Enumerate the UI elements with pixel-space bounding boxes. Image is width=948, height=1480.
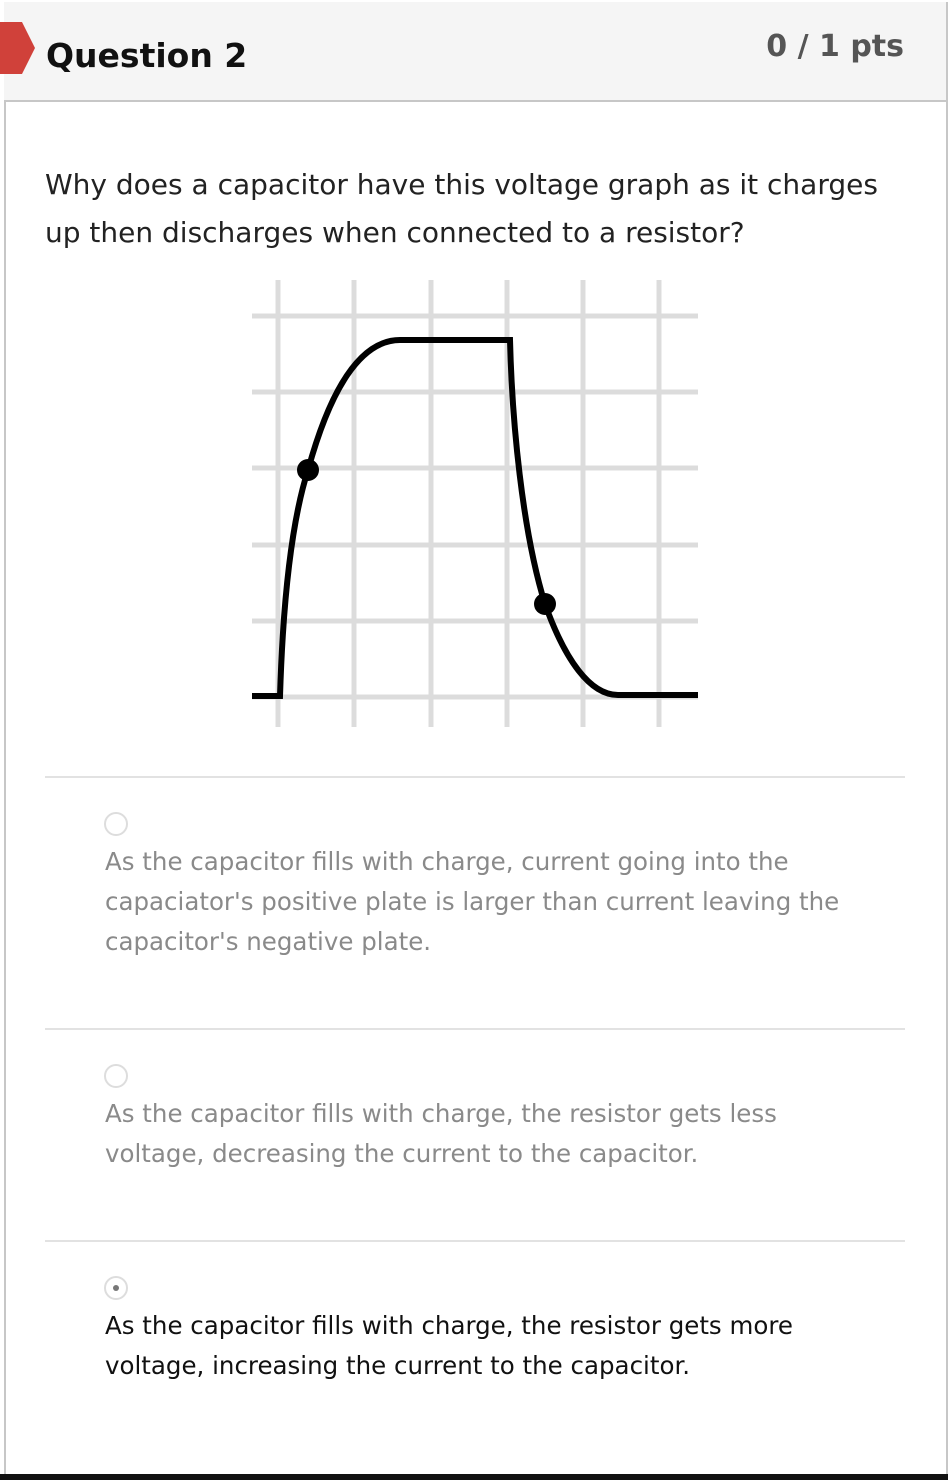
answer-text[interactable]: As the capacitor fills with charge, the … (105, 1311, 793, 1380)
voltage-graph (252, 280, 698, 727)
flag-icon (0, 22, 35, 74)
question-text: Why does a capacitor have this voltage g… (45, 168, 878, 249)
question-title: Question 2 (46, 36, 248, 75)
separator (45, 1028, 905, 1030)
question-header (4, 2, 946, 102)
bottom-bar (0, 1474, 948, 1480)
separator (45, 1240, 905, 1242)
answer-text[interactable]: As the capacitor fills with charge, the … (105, 1099, 777, 1168)
radio-button[interactable] (104, 1064, 128, 1088)
points: 0 / 1 pts (766, 29, 904, 64)
separator (45, 776, 905, 778)
answer-text[interactable]: As the capacitor fills with charge, curr… (105, 847, 840, 956)
radio-button[interactable] (104, 1276, 128, 1300)
radio-button[interactable] (104, 812, 128, 836)
